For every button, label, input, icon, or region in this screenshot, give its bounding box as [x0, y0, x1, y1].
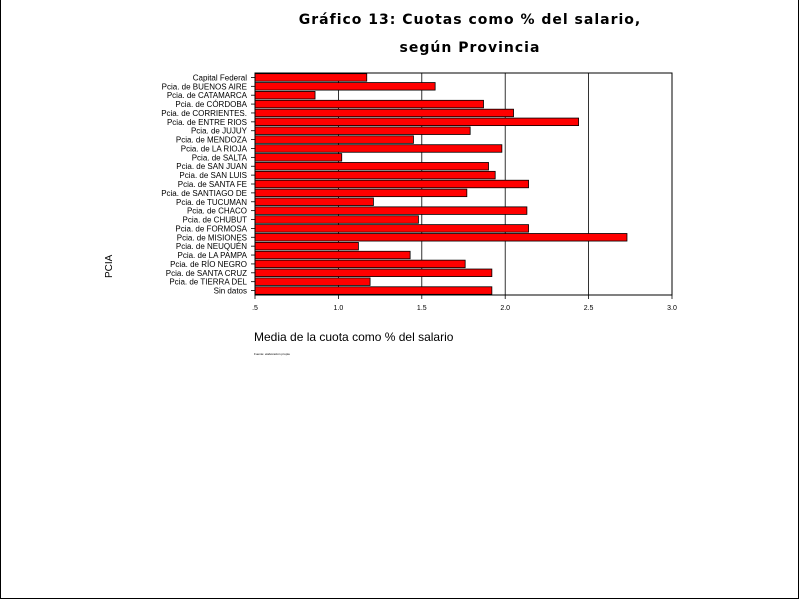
x-ticks: .5 1.0 1.5 2.0 2.5 3.0 [252, 295, 677, 312]
bar [254, 135, 414, 144]
bar [254, 179, 529, 189]
category-label: Capital Federal [193, 73, 247, 82]
bar [254, 91, 316, 100]
category-label: Pcia. de CHUBUT [183, 216, 248, 225]
bar [254, 215, 419, 224]
x-tick-label: 3.0 [667, 305, 677, 312]
category-label: Pcia. de SAN LUIS [179, 171, 247, 180]
category-label: Pcia. de BUENOS AIRE [162, 82, 247, 91]
bar [254, 250, 411, 260]
x-tick-label: 2.5 [584, 305, 594, 312]
category-label: Pcia. de JUJUY [191, 127, 248, 136]
chart-title-line2: según Provincia [399, 40, 541, 56]
category-label: Pcia. de MISIONES [177, 233, 247, 242]
category-label: Pcia. de SANTIAGO DE [161, 189, 247, 198]
category-label: Pcia. de TUCUMAN [176, 198, 247, 207]
bar [254, 73, 368, 82]
chart-title-line1: Gráfico 13: Cuotas como % del salario, [298, 12, 642, 28]
category-label: Pcia. de LA PAMPA [177, 251, 247, 260]
bar [254, 233, 628, 242]
bar [254, 170, 496, 180]
category-label: Pcia. de SANTA FE [178, 180, 247, 189]
category-label: Pcia. de SAN JUAN [176, 162, 247, 171]
bar [254, 144, 503, 153]
category-label: Pcia. de NEUQUÉN [176, 242, 247, 251]
category-label: Pcia. de CHACO [187, 207, 247, 216]
category-label: Pcia. de SANTA CRUZ [166, 269, 247, 278]
category-label: Pcia. de ENTRE RIOS [167, 118, 247, 127]
bar [254, 286, 493, 295]
chart-footnote: Fuente: elaboración propia [254, 352, 290, 356]
bars [254, 73, 628, 295]
bar [254, 108, 514, 118]
bar [254, 162, 489, 171]
category-label: Pcia. de CORRIENTES. [161, 109, 247, 118]
x-tick-label: 2.0 [500, 305, 510, 312]
x-tick-label: .5 [252, 305, 258, 312]
bar [254, 153, 343, 162]
category-label: Pcia. de LA RIOJA [181, 144, 248, 153]
x-tick-label: 1.0 [334, 305, 344, 312]
bar [254, 241, 359, 251]
bar [254, 197, 374, 206]
category-label: Pcia. de TIERRA DEL [169, 278, 247, 287]
bar [254, 99, 484, 109]
bar [254, 206, 528, 215]
category-label: Pcia. de FORMOSA [175, 224, 247, 233]
category-label: Pcia. de CÓRDOBA [175, 100, 247, 109]
y-axis-label: PCIA [104, 254, 115, 278]
bar [254, 117, 579, 127]
bar [254, 126, 471, 135]
plot-area-frame [254, 72, 673, 296]
category-label: Pcia. de RÍO NEGRO [170, 260, 247, 269]
x-axis-label: Media de la cuota como % del salario [254, 330, 454, 344]
bar [254, 82, 436, 91]
bar [254, 224, 529, 233]
x-tick-label: 1.5 [417, 305, 427, 312]
category-label: Pcia. de SALTA [192, 153, 248, 162]
bar [254, 259, 466, 269]
category-label: Pcia. de MENDOZA [176, 136, 248, 145]
category-label: Pcia. de CATAMARCA [167, 91, 248, 100]
bar [254, 277, 371, 286]
bar [254, 188, 468, 198]
bar [254, 268, 493, 277]
category-label: Sin datos [214, 287, 247, 296]
